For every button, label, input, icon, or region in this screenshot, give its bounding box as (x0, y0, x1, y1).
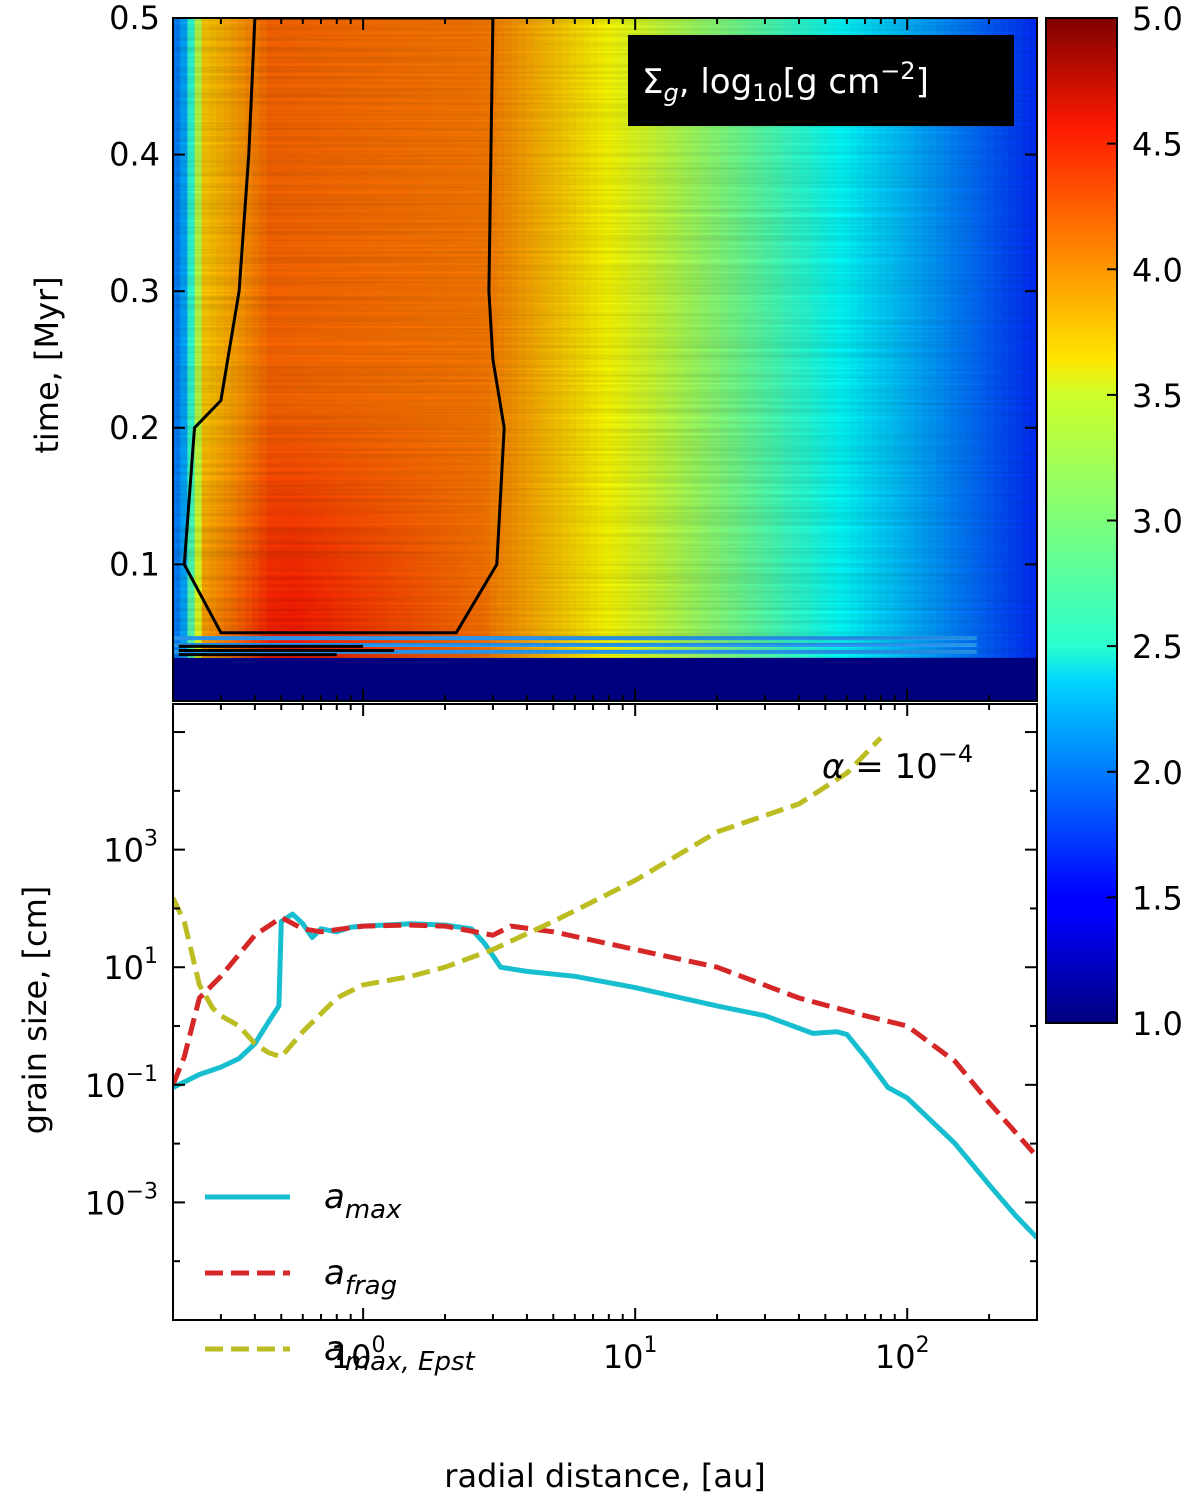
colorbar-tick-label: 3.5 (1132, 377, 1183, 415)
bottom-panel-frame (172, 703, 1038, 1321)
legend-label: amax (324, 1177, 402, 1225)
legend-label: afrag (324, 1253, 397, 1301)
top-y-tick-label: 0.1 (109, 545, 160, 583)
heatmap-early-contour-bands (178, 644, 395, 657)
colorbar-gradient (1045, 17, 1118, 1024)
heatmap-contour-line (182, 18, 506, 635)
bottom-panel-ticks (172, 704, 1038, 1321)
top-panel-frame (172, 17, 1038, 702)
bottom-y-tick-label: 101 (103, 944, 158, 987)
colorbar-tick-label: 1.5 (1132, 879, 1183, 917)
bottom-y-tick-labels: 10−3 10−1 101 103 (85, 827, 158, 1223)
series-line-a-max-epst (173, 736, 883, 1060)
bottom-x-axis-label: radial distance, [au] (444, 1457, 765, 1495)
colorbar-tick-label: 4.5 (1132, 126, 1183, 164)
top-panel-ticks (172, 17, 1038, 701)
sigma-annotation-text: Σg, log10[g cm−2] (642, 57, 929, 107)
bottom-y-tick-label: 10−1 (85, 1062, 158, 1105)
bottom-x-tick-label: 100 (331, 1333, 386, 1376)
sigma-annotation: Σg, log10[g cm−2] (628, 35, 1014, 126)
legend: amax afrag amax, Epst (205, 1177, 475, 1377)
series-line-a-frag (173, 915, 1037, 1159)
legend-label: amax, Epst (324, 1329, 475, 1377)
top-y-tick-label: 0.2 (109, 409, 160, 447)
colorbar-tick-label: 3.0 (1132, 503, 1183, 541)
colorbar-tick-label: 2.5 (1132, 628, 1183, 666)
bottom-x-tick-label: 101 (603, 1333, 658, 1376)
bottom-x-tick-label: 102 (875, 1333, 930, 1376)
colorbar-tick-label: 5.0 (1132, 0, 1183, 38)
alpha-annotation: α = 10−4 (822, 740, 973, 787)
top-y-axis-label: time, [Myr] (28, 276, 66, 453)
bottom-y-axis-label: grain size, [cm] (16, 886, 54, 1135)
colorbar-tick-label: 4.0 (1132, 251, 1183, 289)
top-y-tick-label: 0.3 (109, 272, 160, 310)
bottom-y-tick-label: 10−3 (85, 1179, 158, 1222)
bottom-x-tick-labels: 100 101 102 (331, 1333, 930, 1376)
top-heatmap-panel: 0.1 0.2 0.3 0.4 0.5 time, [Myr] Σg, log10[g … (28, 0, 1038, 702)
top-y-tick-label: 0.5 (109, 0, 160, 37)
colorbar-tick-label: 2.0 (1132, 754, 1183, 792)
top-y-tick-label: 0.4 (109, 136, 160, 174)
colorbar-tick-label: 1.0 (1132, 1005, 1183, 1043)
colorbar: 1.0 1.5 2.0 2.5 3.0 3.5 4.0 4.5 5.0 (1045, 0, 1183, 1043)
top-panel-y-tick-labels: 0.1 0.2 0.3 0.4 0.5 (109, 0, 160, 583)
sigma-annotation-box (628, 35, 1014, 126)
bottom-y-tick-label: 103 (103, 827, 158, 870)
grain-size-lines (173, 736, 1037, 1240)
colorbar-ticks: 1.0 1.5 2.0 2.5 3.0 3.5 4.0 4.5 5.0 (1107, 0, 1183, 1043)
bottom-line-panel: 100 101 102 10−3 10−1 101 103 radial distance… (16, 703, 1038, 1495)
bottom-panel-background (173, 704, 1037, 1320)
